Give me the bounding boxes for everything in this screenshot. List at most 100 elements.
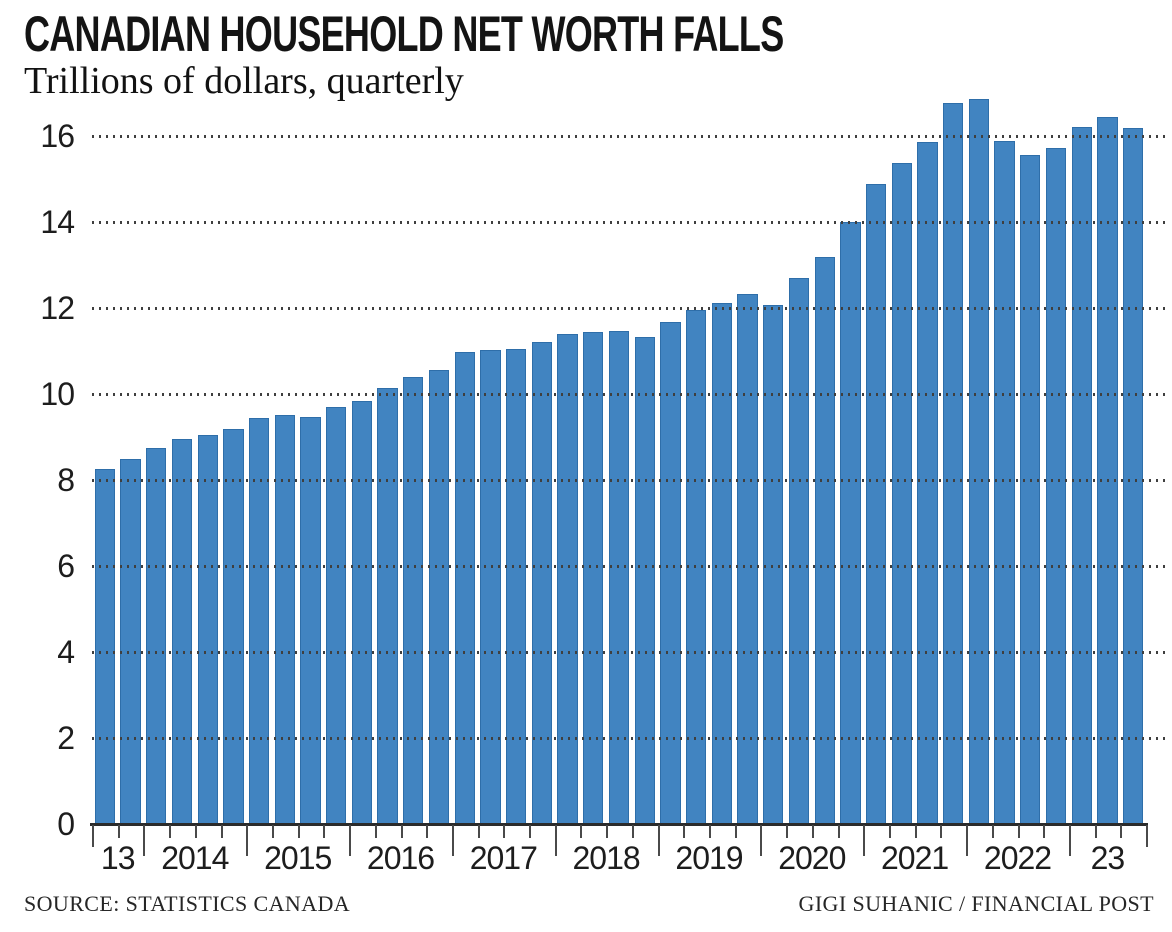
bar-2020-q2 (788, 277, 810, 824)
bar-2013-q4 (120, 458, 141, 824)
y-axis-label-12: 12 (40, 290, 75, 326)
bar-2019-q1 (660, 322, 681, 824)
x-axis-label-2015: 2015 (264, 840, 332, 876)
x-axis-tick (631, 825, 634, 838)
x-axis-year-tick (143, 825, 146, 856)
x-axis-tick (1120, 825, 1123, 838)
gridline-6 (92, 565, 1166, 568)
bar-2016-q2 (377, 388, 398, 824)
bar-2018-q1 (557, 333, 578, 824)
bar-2015-q2 (274, 415, 295, 824)
bar-2014-q4 (223, 428, 244, 824)
x-axis-label-2018: 2018 (572, 840, 641, 876)
x-axis-label-2020: 2020 (778, 840, 846, 876)
bar-2021-q2 (891, 163, 912, 824)
y-axis-label-8: 8 (57, 462, 75, 498)
x-axis-tick (1146, 825, 1148, 847)
bar-2017-q1 (454, 351, 475, 824)
bar-2020-q3 (814, 256, 835, 824)
bar-2017-q2 (480, 350, 501, 824)
y-axis-label-2: 2 (57, 720, 75, 756)
gridline-8 (92, 479, 1166, 482)
gridline-12 (92, 307, 1166, 310)
y-axis-label-4: 4 (57, 634, 75, 670)
x-axis-tick (709, 825, 711, 838)
credit-label: GIGI SUHANIC / FINANCIAL POST (798, 891, 1154, 916)
x-axis-label-2021: 2021 (881, 840, 949, 876)
gridline-14 (92, 221, 1166, 224)
x-axis-label-2022: 2022 (983, 840, 1052, 876)
x-axis-tick (683, 825, 686, 838)
y-axis-label-6: 6 (57, 548, 75, 584)
x-axis-tick (272, 825, 274, 838)
bar-2018-q3 (608, 330, 630, 824)
x-axis-year-tick (657, 825, 660, 856)
bar-2023-q3 (1122, 127, 1144, 824)
x-axis-tick (92, 825, 94, 847)
x-axis-year-tick (760, 825, 763, 856)
y-axis-label-14: 14 (40, 204, 75, 240)
x-axis-label-2017: 2017 (469, 840, 538, 876)
x-axis-tick (786, 825, 789, 838)
bar-2019-q4 (737, 293, 758, 824)
bar-2014-q1 (146, 448, 167, 824)
bar-2014-q2 (171, 439, 193, 824)
bar-2015-q1 (248, 418, 270, 824)
source-label: SOURCE: STATISTICS CANADA (24, 891, 351, 916)
gridline-10 (92, 393, 1166, 396)
bar-2016-q3 (403, 376, 424, 824)
bar-2016-q1 (351, 400, 373, 824)
bar-2019-q3 (711, 302, 732, 824)
bar-2022-q3 (1020, 155, 1041, 824)
x-axis-tick (837, 825, 840, 838)
x-axis-tick (1017, 825, 1020, 838)
x-axis-tick (991, 825, 994, 838)
bar-2021-q4 (943, 102, 964, 824)
x-axis-tick (169, 825, 172, 838)
bar-2015-q3 (300, 416, 321, 824)
x-axis-tick (400, 825, 403, 838)
x-axis-tick (914, 825, 917, 838)
x-axis-year-tick (451, 825, 454, 856)
x-axis-tick (426, 825, 429, 838)
x-axis-line (90, 823, 1148, 826)
x-axis-label-2019: 2019 (675, 840, 743, 876)
bar-2018-q2 (583, 332, 604, 824)
x-axis-tick (888, 825, 891, 838)
x-axis-tick (503, 825, 506, 838)
bar-2016-q4 (428, 369, 450, 824)
x-axis-tick (940, 825, 943, 838)
x-axis-tick (811, 825, 814, 838)
chart-subtitle: Trillions of dollars, quarterly (24, 60, 464, 102)
x-axis-tick (606, 825, 609, 838)
bar-2023-q1 (1071, 127, 1092, 824)
bar-2021-q1 (865, 184, 887, 824)
x-axis-year-tick (863, 825, 866, 856)
x-axis-tick (734, 825, 737, 838)
x-axis-tick (117, 825, 120, 838)
gridline-16 (92, 135, 1166, 138)
x-axis-tick (580, 825, 583, 838)
bar-2015-q4 (326, 406, 347, 824)
y-axis-label-0: 0 (57, 806, 75, 842)
x-axis-year-tick (1068, 825, 1071, 856)
x-axis-tick (194, 825, 197, 838)
bar-2013-q3 (94, 468, 116, 824)
x-axis-tick (477, 825, 480, 838)
bar-2022-q4 (1045, 148, 1067, 824)
x-axis-label-23: 23 (1090, 840, 1126, 876)
bar-2018-q4 (634, 336, 655, 824)
gridline-4 (92, 651, 1166, 654)
bar-2017-q3 (506, 348, 527, 824)
x-axis-tick (220, 825, 223, 838)
x-axis-tick (323, 825, 326, 838)
bar-2020-q1 (763, 305, 784, 824)
x-axis-year-tick (554, 825, 557, 856)
bar-2021-q3 (917, 142, 938, 824)
gridline-2 (92, 737, 1166, 740)
chart-title: CANADIAN HOUSEHOLD NET WORTH FALLS (24, 6, 784, 62)
bar-2022-q2 (994, 141, 1015, 824)
bar-2022-q1 (968, 99, 990, 824)
